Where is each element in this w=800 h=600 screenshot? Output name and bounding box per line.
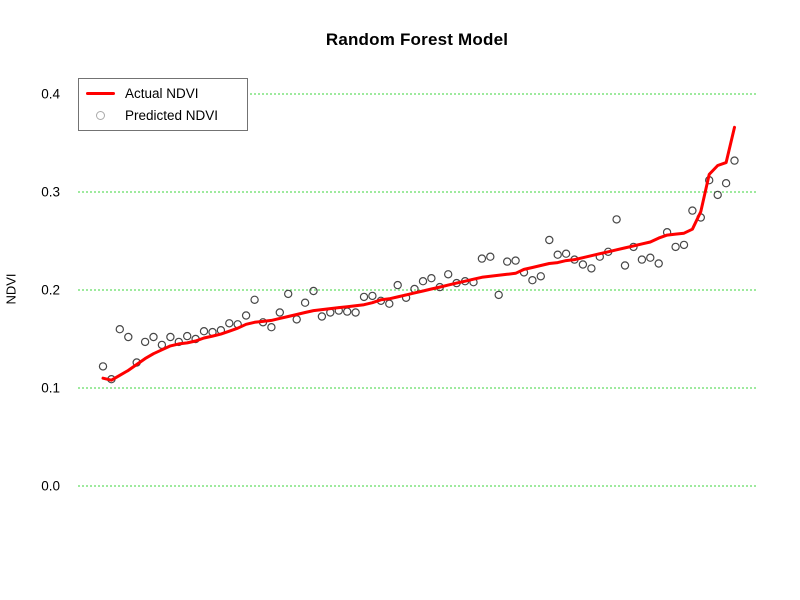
predicted-point: [275, 308, 284, 317]
predicted-point: [300, 298, 310, 307]
y-tick-label: 0.1: [41, 381, 60, 396]
predicted-point: [140, 337, 150, 347]
predicted-point: [679, 240, 689, 250]
predicted-point: [317, 312, 327, 321]
predicted-point: [477, 254, 487, 263]
predicted-point: [486, 252, 495, 261]
predicted-point: [368, 291, 377, 301]
y-tick-label: 0.3: [41, 185, 60, 200]
predicted-point: [124, 332, 133, 342]
legend-swatch-box: [79, 92, 125, 95]
y-tick-label: 0.2: [41, 283, 60, 298]
predicted-point: [587, 264, 596, 273]
predicted-point: [174, 337, 183, 347]
y-tick-label: 0.0: [41, 479, 60, 494]
predicted-point: [343, 307, 352, 316]
predicted-point: [418, 277, 428, 286]
predicted-point: [149, 332, 158, 342]
predicted-point: [385, 299, 394, 308]
legend-swatch-box: [79, 111, 125, 120]
predicted-point: [284, 289, 293, 299]
predicted-point: [646, 253, 655, 262]
predicted-point: [292, 315, 301, 324]
predicted-circle-swatch: [96, 111, 105, 120]
predicted-point: [98, 362, 108, 371]
actual-line-swatch: [86, 92, 115, 95]
predicted-point: [427, 274, 436, 283]
predicted-point: [503, 257, 512, 266]
predicted-point: [612, 215, 621, 224]
predicted-point: [561, 249, 571, 258]
predicted-point: [225, 319, 234, 328]
predicted-point: [730, 156, 739, 165]
chart-title: Random Forest Model: [325, 30, 509, 49]
legend-item-actual: Actual NDVI: [79, 84, 247, 104]
predicted-point: [637, 255, 647, 264]
predicted-point: [654, 259, 663, 268]
legend-item-predicted: Predicted NDVI: [79, 106, 247, 126]
predicted-point: [511, 256, 520, 265]
predicted-point: [528, 276, 537, 285]
predicted-point: [182, 331, 192, 341]
predicted-point: [713, 190, 722, 200]
predicted-point: [359, 292, 369, 302]
predicted-point: [250, 295, 259, 304]
legend-box: Actual NDVI Predicted NDVI: [78, 78, 248, 131]
legend-label-predicted: Predicted NDVI: [125, 108, 219, 123]
predicted-point: [444, 270, 453, 279]
predicted-point: [309, 286, 318, 296]
predicted-point: [620, 261, 630, 270]
predicted-point: [199, 327, 209, 336]
predicted-point: [241, 311, 251, 320]
predicted-point: [115, 325, 125, 334]
predicted-point: [166, 332, 175, 342]
actual-line: [101, 125, 736, 382]
predicted-point: [545, 235, 554, 245]
legend-label-actual: Actual NDVI: [125, 86, 199, 101]
predicted-point: [351, 308, 360, 317]
predicted-point: [721, 178, 731, 188]
y-axis-title: NDVI: [3, 273, 19, 305]
y-tick-label: 0.4: [41, 87, 60, 102]
predicted-point: [553, 250, 562, 259]
predicted-point: [494, 290, 503, 300]
predicted-point: [536, 272, 546, 281]
predicted-point: [671, 242, 680, 252]
predicted-point: [267, 323, 276, 332]
predicted-point: [393, 280, 402, 290]
predicted-point: [578, 260, 588, 269]
predicted-point: [688, 206, 697, 215]
